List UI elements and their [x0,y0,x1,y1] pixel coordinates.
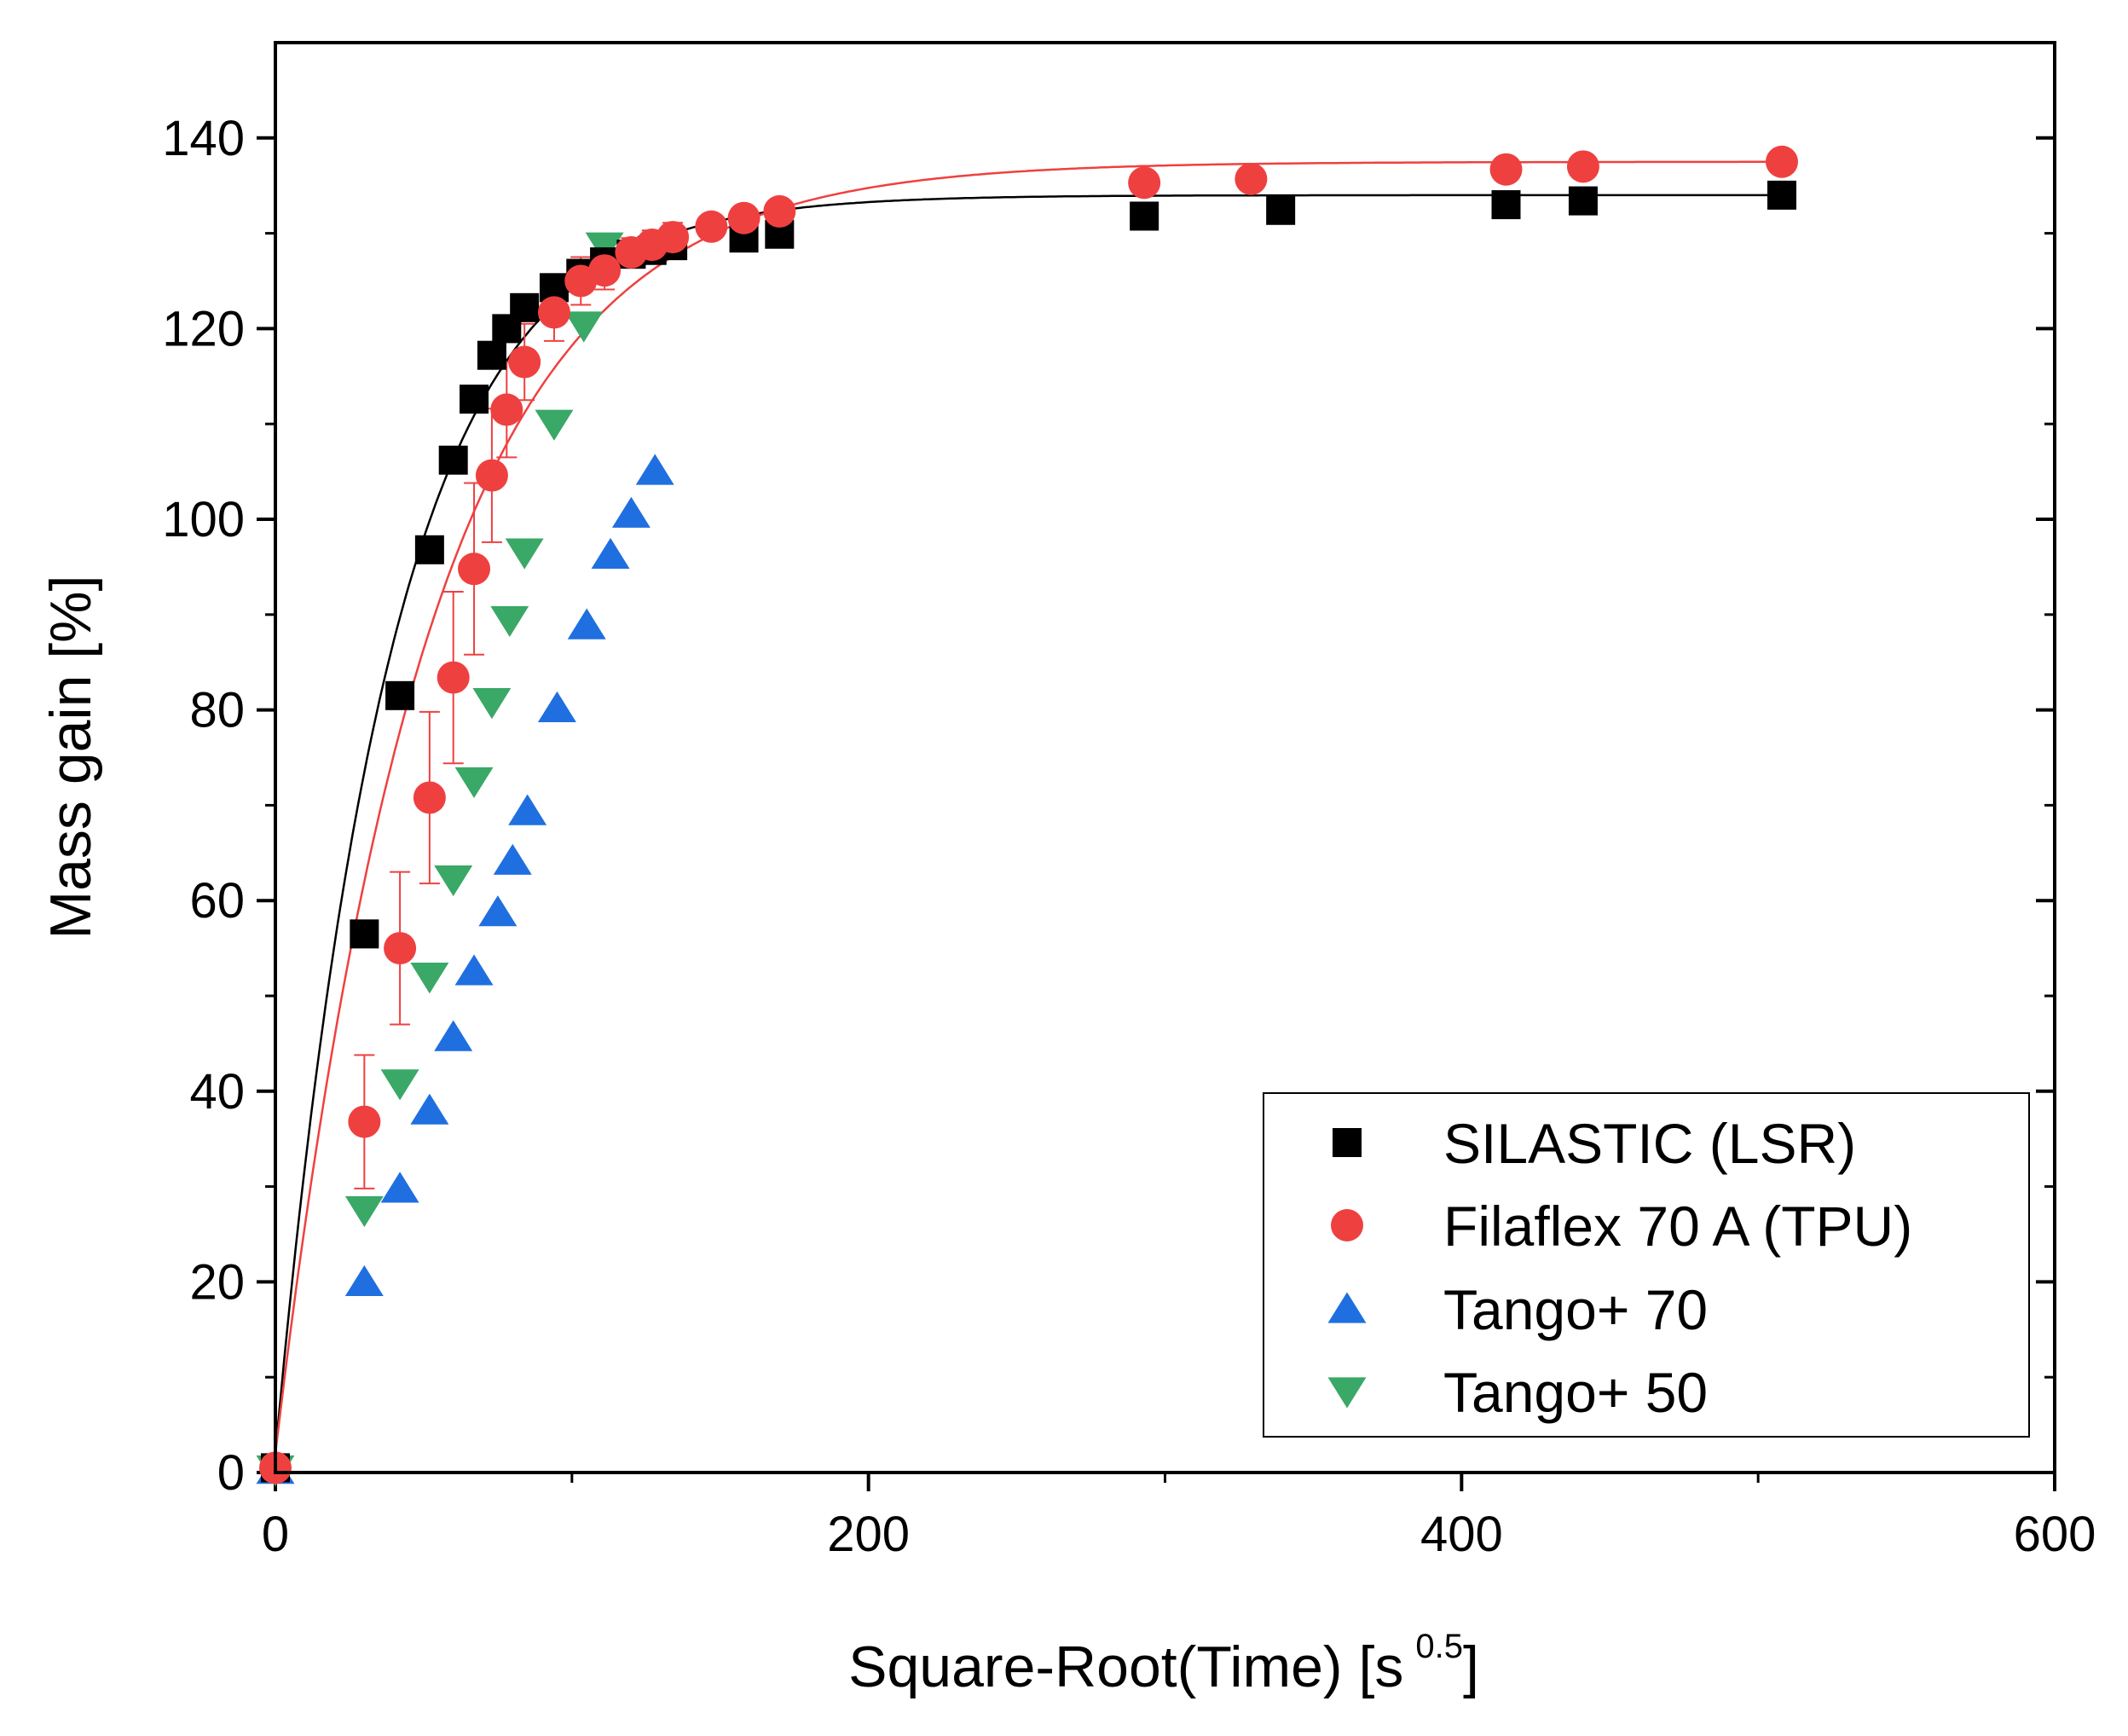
data-point [384,932,417,965]
data-point [410,963,449,994]
data-point [1489,153,1523,186]
data-point [1266,195,1296,225]
data-point [635,454,674,485]
legend-marker [1331,1209,1363,1241]
data-point [505,538,544,570]
legend-item: Tango+ 50 [1327,1361,1708,1424]
data-point [475,459,508,492]
legend-box [1263,1092,2030,1438]
data-point [350,919,379,949]
data-point [410,1093,449,1125]
data-point [510,292,540,322]
y-tick-label: 0 [217,1445,245,1501]
data-point [588,254,622,287]
data-point [385,680,415,710]
x-axis-title: Square-Root(Time) [s 0.5] [848,1628,1479,1699]
y-tick-label: 40 [189,1064,245,1120]
x-tick-label: 200 [827,1507,910,1562]
series-triangle-down [256,232,624,1487]
data-point [434,1020,473,1051]
plot-frame [274,41,2056,1474]
data-point [490,605,529,638]
legend: SILASTIC (LSR) Filaflex 70 A (TPU) Tango+ … [1263,1092,2030,1438]
legend-item: Tango+ 70 [1327,1278,1708,1341]
fit-curve [274,194,1782,1454]
data-point [1128,166,1161,200]
y-tick-label: 140 [162,111,245,166]
fit-curves [274,160,1782,1454]
y-tick-label: 120 [162,301,245,356]
data-point [564,311,604,343]
data-point [344,1264,384,1297]
y-tick-label: 20 [189,1254,245,1310]
data-point [763,194,796,228]
tick-labels: 0 200 400 600 0 20 40 60 80 100 120 140 [162,111,2096,1562]
data-point [727,201,760,234]
data-point [537,296,570,329]
data-point [656,221,690,254]
legend-marker [1333,1128,1362,1157]
data-point [611,496,651,528]
legend-marker [1327,1377,1367,1409]
data-point [348,1105,381,1138]
data-point [1235,162,1268,195]
data-point [1491,190,1521,220]
data-point [458,553,491,586]
data-point [344,1195,384,1228]
data-point [1566,150,1599,183]
data-point [437,661,470,694]
data-point [472,688,512,720]
fit-curve [274,160,1782,1454]
data-point [493,843,532,875]
data-point [454,954,494,986]
y-tick-label: 100 [162,492,245,547]
x-axis-title-suffix: ] [1463,1635,1479,1699]
series-triangle-up [256,454,674,1484]
legend-label: SILASTIC (LSR) [1443,1112,1856,1175]
data-point [567,608,606,639]
data-point [413,781,446,814]
legend-item: SILASTIC (LSR) [1333,1112,1856,1175]
data-point [438,445,468,475]
data-point [1568,186,1598,216]
series-circle [259,145,1798,1484]
legend-label: Tango+ 50 [1443,1361,1708,1424]
x-axis-title-exponent: 0.5 [1415,1628,1463,1665]
y-axis-title: Mass gain [%] [38,575,103,939]
error-bars [354,151,1792,1189]
data-point [535,409,574,441]
data-point [537,691,576,722]
data-point [380,1069,419,1101]
data-point [454,767,494,798]
data-point [508,345,541,379]
data-point [414,535,444,564]
legend-label: Tango+ 70 [1443,1278,1708,1341]
data-point [508,794,547,825]
x-tick-label: 0 [262,1507,289,1562]
data-point [490,393,523,426]
x-tick-label: 400 [1420,1507,1503,1562]
data-point [1765,145,1798,178]
x-tick-label: 600 [2014,1507,2096,1562]
y-tick-label: 60 [189,873,245,929]
data-point [460,385,489,414]
legend-label: Filaflex 70 A (TPU) [1443,1195,1912,1258]
data-point [477,340,506,370]
data-point [478,895,518,927]
data-point [1767,180,1796,210]
legend-marker [1327,1292,1367,1323]
data-point [1130,201,1159,231]
y-tick-label: 80 [189,683,245,738]
data-point [380,1172,419,1203]
data-point [591,537,630,569]
data-point [695,210,728,243]
legend-item: Filaflex 70 A (TPU) [1331,1195,1912,1258]
data-point [434,865,473,897]
